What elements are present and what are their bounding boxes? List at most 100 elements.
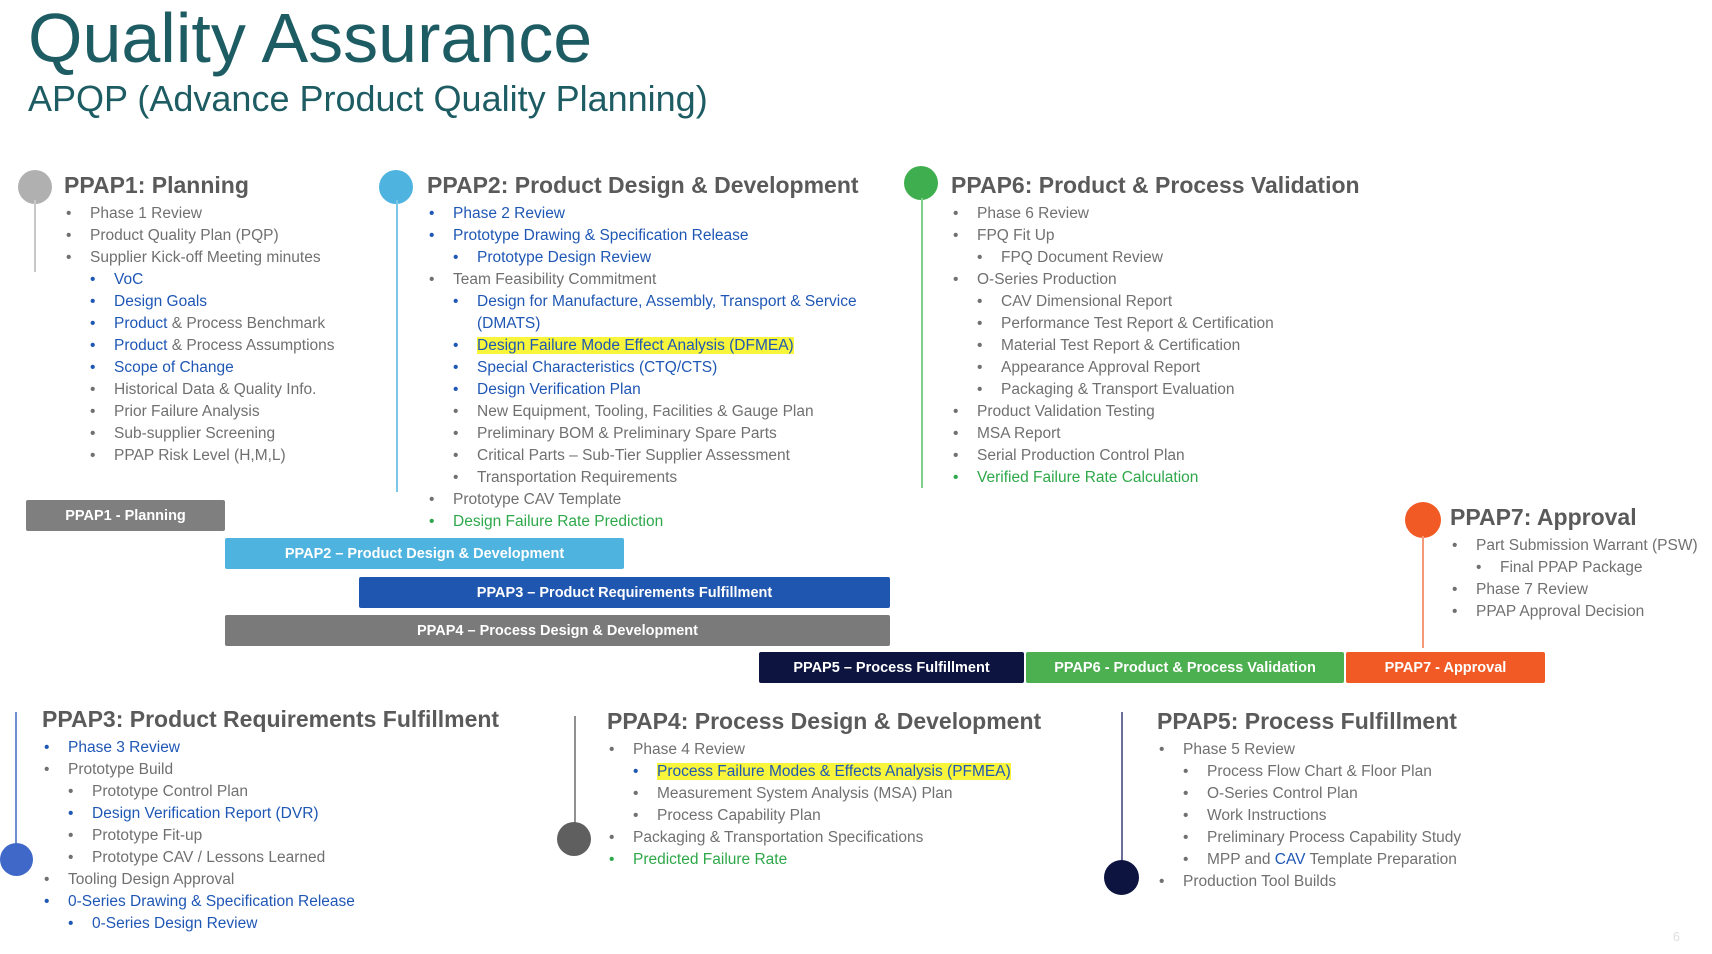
ppap7-list-item: Part Submission Warrant (PSW): [1450, 535, 1698, 557]
ppap2-list-item: Design Failure Rate Prediction: [427, 511, 859, 533]
ppap6-list-item: Phase 6 Review: [951, 203, 1360, 225]
ppap5-list-item: Production Tool Builds: [1157, 871, 1461, 893]
ppap2-marker: [379, 170, 413, 204]
ppap7-section: PPAP7: Approval Part Submission Warrant …: [1450, 504, 1698, 623]
ppap1-line: [34, 200, 36, 272]
page-title: Quality Assurance: [28, 0, 593, 77]
ppap3-list-item: 0-Series Design Review: [42, 913, 499, 935]
ppap2-list-item: (DMATS): [477, 315, 541, 332]
ppap1-section: PPAP1: Planning Phase 1 ReviewProduct Qu…: [64, 172, 335, 467]
timeline-bar-ppap5: PPAP5 – Process Fulfillment: [759, 652, 1024, 683]
ppap4-list-item: Process Capability Plan: [607, 805, 1041, 827]
ppap2-list-item: Preliminary BOM & Preliminary Spare Part…: [427, 423, 859, 445]
ppap3-title: PPAP3: Product Requirements Fulfillment: [42, 706, 500, 732]
ppap3-list-item: Prototype Build: [42, 759, 499, 781]
ppap2-list-item: Prototype CAV Template: [427, 489, 859, 511]
ppap2-list-item: Prototype Drawing & Specification Releas…: [427, 225, 859, 247]
ppap2-section: PPAP2: Product Design & Development Phas…: [427, 172, 859, 533]
ppap5-list-item: Work Instructions: [1157, 805, 1461, 827]
ppap6-list-item: Appearance Approval Report: [951, 357, 1360, 379]
timeline-bar-ppap2: PPAP2 – Product Design & Development: [225, 538, 624, 569]
ppap4-section: PPAP4: Process Design & Development Phas…: [607, 708, 1041, 871]
ppap7-list-item: PPAP Approval Decision: [1450, 601, 1698, 623]
ppap1-list-item: Scope of Change: [64, 357, 335, 379]
timeline-bar-ppap7: PPAP7 - Approval: [1346, 652, 1545, 683]
ppap7-line: [1422, 536, 1424, 648]
page-number: 6: [1672, 929, 1680, 944]
ppap1-list-item: Prior Failure Analysis: [64, 401, 335, 423]
ppap2-list-item: Transportation Requirements: [427, 467, 859, 489]
ppap4-marker: [557, 822, 591, 856]
ppap2-list-item: Design Failure Mode Effect Analysis (DFM…: [427, 335, 859, 357]
ppap2-list-item: Phase 2 Review: [427, 203, 859, 225]
ppap3-list-item: Prototype Control Plan: [42, 781, 499, 803]
ppap2-list-item: Prototype Design Review: [427, 247, 859, 269]
ppap6-list-item: Serial Production Control Plan: [951, 445, 1360, 467]
ppap5-section: PPAP5: Process Fulfillment Phase 5 Revie…: [1157, 708, 1461, 893]
ppap2-list-item: Design for Manufacture, Assembly, Transp…: [427, 291, 859, 313]
ppap6-section: PPAP6: Product & Process Validation Phas…: [951, 172, 1360, 489]
ppap2-list: Phase 2 ReviewPrototype Drawing & Specif…: [427, 203, 859, 533]
ppap3-line: [15, 712, 17, 847]
ppap2-title: PPAP2: Product Design & Development: [427, 172, 859, 198]
ppap3-list-item: 0-Series Drawing & Specification Release: [42, 891, 499, 913]
ppap4-title: PPAP4: Process Design & Development: [607, 708, 1042, 734]
ppap1-list-item: Design Goals: [64, 291, 335, 313]
ppap4-list-item: Predicted Failure Rate: [607, 849, 1041, 871]
ppap3-list-item: Tooling Design Approval: [42, 869, 499, 891]
ppap1-list-item: Supplier Kick-off Meeting minutes: [64, 247, 335, 269]
ppap7-list-item: Final PPAP Package: [1450, 557, 1698, 579]
ppap6-list-item: Performance Test Report & Certification: [951, 313, 1360, 335]
ppap1-list-item: Sub-supplier Screening: [64, 423, 335, 445]
ppap5-list: Phase 5 ReviewProcess Flow Chart & Floor…: [1157, 739, 1461, 893]
ppap4-list-item: Phase 4 Review: [607, 739, 1041, 761]
ppap6-list-item: Verified Failure Rate Calculation: [951, 467, 1360, 489]
ppap7-marker: [1405, 502, 1441, 538]
ppap1-marker: [18, 170, 52, 204]
ppap6-list-item: Material Test Report & Certification: [951, 335, 1360, 357]
ppap1-list-item: Product & Process Assumptions: [64, 335, 335, 357]
ppap5-marker: [1104, 860, 1139, 895]
ppap3-marker: [0, 843, 33, 876]
ppap6-list-item: MSA Report: [951, 423, 1360, 445]
ppap6-line: [921, 198, 923, 488]
ppap6-list-item: O-Series Production: [951, 269, 1360, 291]
ppap4-line: [574, 716, 576, 826]
ppap6-list-item: FPQ Fit Up: [951, 225, 1360, 247]
ppap5-line: [1121, 712, 1123, 862]
ppap3-list-item: Phase 3 Review: [42, 737, 499, 759]
ppap2-list-item: Team Feasibility Commitment: [427, 269, 859, 291]
ppap1-list-item: Product Quality Plan (PQP): [64, 225, 335, 247]
ppap1-list-item: PPAP Risk Level (H,M,L): [64, 445, 335, 467]
ppap6-list-item: FPQ Document Review: [951, 247, 1360, 269]
ppap7-title: PPAP7: Approval: [1450, 504, 1637, 530]
ppap4-list: Phase 4 ReviewProcess Failure Modes & Ef…: [607, 739, 1041, 871]
ppap2-list-item: New Equipment, Tooling, Facilities & Gau…: [427, 401, 859, 423]
ppap2-list-item: Critical Parts – Sub-Tier Supplier Asses…: [427, 445, 859, 467]
ppap6-marker: [904, 166, 938, 200]
ppap1-list: Phase 1 ReviewProduct Quality Plan (PQP)…: [64, 203, 335, 467]
ppap2-line: [396, 200, 398, 492]
ppap5-list-item: Process Flow Chart & Floor Plan: [1157, 761, 1461, 783]
timeline-bar-ppap6: PPAP6 - Product & Process Validation: [1026, 652, 1344, 683]
ppap7-list-item: Phase 7 Review: [1450, 579, 1698, 601]
ppap6-list-item: Product Validation Testing: [951, 401, 1360, 423]
ppap3-list-item: Design Verification Report (DVR): [42, 803, 499, 825]
ppap6-list-item: Packaging & Transport Evaluation: [951, 379, 1360, 401]
ppap2-list-item: Special Characteristics (CTQ/CTS): [427, 357, 859, 379]
ppap5-title: PPAP5: Process Fulfillment: [1157, 708, 1457, 734]
ppap4-list-item: Process Failure Modes & Effects Analysis…: [607, 761, 1041, 783]
ppap5-list-item: Preliminary Process Capability Study: [1157, 827, 1461, 849]
ppap1-list-item: Product & Process Benchmark: [64, 313, 335, 335]
ppap1-title: PPAP1: Planning: [64, 172, 249, 198]
ppap3-section: PPAP3: Product Requirements Fulfillment …: [42, 706, 499, 935]
ppap5-list-item: O-Series Control Plan: [1157, 783, 1461, 805]
ppap1-list-item: VoC: [64, 269, 335, 291]
timeline-bar-ppap3: PPAP3 – Product Requirements Fulfillment: [359, 577, 890, 608]
timeline-bar-ppap1: PPAP1 - Planning: [26, 500, 225, 531]
ppap5-list-item: Phase 5 Review: [1157, 739, 1461, 761]
ppap3-list: Phase 3 ReviewPrototype BuildPrototype C…: [42, 737, 499, 935]
ppap3-list-item: Prototype CAV / Lessons Learned: [42, 847, 499, 869]
ppap5-list-item: MPP and CAV Template Preparation: [1157, 849, 1461, 871]
ppap7-list: Part Submission Warrant (PSW)Final PPAP …: [1450, 535, 1698, 623]
